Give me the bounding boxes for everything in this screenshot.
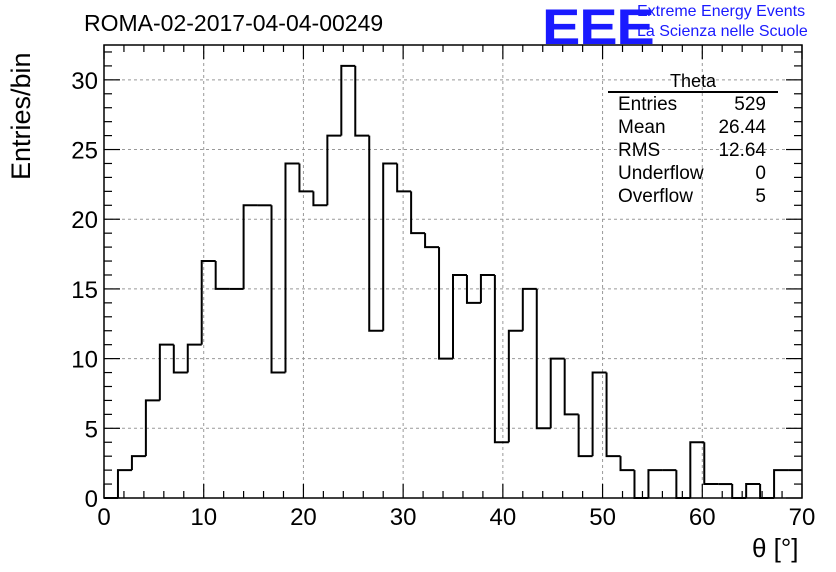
histogram-bin — [773, 469, 789, 498]
logo-caption-line1: Extreme Energy Events — [637, 3, 806, 20]
stats-label: Underflow — [618, 163, 704, 184]
histogram-bin — [591, 371, 607, 457]
histogram-bin — [340, 64, 356, 136]
histogram-bin — [549, 357, 565, 429]
histogram-bin — [172, 344, 188, 374]
histogram-bin — [731, 484, 747, 499]
y-tick-label: 25 — [71, 138, 98, 165]
histogram-bin — [675, 470, 691, 499]
stats-row: RMS 12.64 — [608, 139, 778, 162]
histogram-bin — [410, 191, 426, 235]
stats-value: 0 — [755, 163, 766, 184]
histogram-bars — [104, 64, 802, 499]
histogram-bin — [633, 470, 649, 499]
x-tick-label: 70 — [789, 504, 816, 531]
x-tick-label: 60 — [689, 504, 716, 531]
histogram-bin — [368, 135, 384, 332]
stats-value: 529 — [734, 94, 766, 115]
histogram-bin — [647, 469, 663, 498]
stats-value: 12.64 — [718, 140, 766, 161]
histogram-bin — [577, 414, 593, 458]
stats-label: Overflow — [618, 186, 693, 207]
x-tick-label: 30 — [390, 504, 417, 531]
histogram-bin — [382, 162, 398, 331]
histogram-bin — [186, 343, 202, 373]
page-title: ROMA-02-2017-04-04-00249 — [84, 10, 384, 36]
histogram-bin — [116, 469, 132, 498]
histogram-bin — [745, 483, 761, 498]
histogram-bin — [703, 442, 719, 486]
histogram-bin — [144, 399, 160, 457]
y-tick-label: 0 — [85, 486, 98, 513]
x-tick-label: 40 — [490, 504, 517, 531]
plot-frame — [103, 44, 803, 499]
histogram-bin — [424, 233, 440, 249]
histogram-bin — [158, 343, 174, 401]
histogram-bin — [326, 134, 342, 206]
stats-box: Theta Entries 529 Mean 26.44 RMS 12.64 U… — [608, 71, 778, 208]
histogram-bin — [689, 441, 705, 498]
histogram-bin — [563, 358, 579, 416]
y-tick-label: 20 — [71, 207, 98, 234]
histogram-bin — [354, 65, 370, 137]
histogram-bin — [284, 162, 300, 373]
y-tick-label: 10 — [71, 347, 98, 374]
x-tick-label: 10 — [190, 504, 217, 531]
axis-ticks — [103, 45, 803, 499]
y-tick-label: 5 — [85, 416, 98, 443]
stats-row: Mean 26.44 — [608, 116, 778, 139]
histogram-bin — [507, 329, 523, 443]
histogram-bin — [312, 191, 328, 207]
stats-value: 26.44 — [718, 117, 766, 138]
histogram-bin — [535, 288, 551, 430]
histogram-bin — [605, 372, 621, 458]
x-tick-label: 50 — [589, 504, 616, 531]
histogram-bin — [479, 273, 495, 303]
eee-logo: EEE — [542, 0, 655, 55]
histogram-bin — [130, 455, 146, 471]
stats-row: Entries 529 — [608, 93, 778, 116]
x-axis-label: θ [°] — [752, 533, 799, 563]
y-tick-label: 30 — [71, 68, 98, 95]
histogram-bin — [619, 456, 635, 472]
stats-value: 5 — [755, 186, 766, 207]
histogram-bin — [214, 261, 230, 290]
stats-title: Theta — [608, 71, 778, 93]
y-axis-label: Entries/bin — [6, 52, 36, 180]
histogram-bin — [521, 287, 537, 331]
stats-label: RMS — [618, 140, 661, 161]
histogram-bin — [452, 273, 467, 359]
logo-caption: Extreme Energy Events La Scienza nelle S… — [637, 2, 808, 42]
histogram-bin — [396, 163, 412, 193]
histogram-bin — [200, 260, 216, 345]
histogram-bin — [438, 247, 453, 360]
logo-caption-line2: La Scienza nelle Scuole — [637, 23, 808, 40]
y-tick-label: 15 — [71, 277, 98, 304]
histogram-bin — [298, 163, 314, 193]
stats-row: Underflow 0 — [608, 162, 778, 185]
histogram-bin — [242, 204, 258, 289]
stats-label: Entries — [618, 94, 678, 115]
stats-label: Mean — [618, 117, 666, 138]
histogram-bin — [493, 274, 509, 444]
x-tick-label: 20 — [290, 504, 317, 531]
histogram-bin — [270, 205, 286, 374]
x-tick-label: 0 — [97, 504, 110, 531]
histogram-bin — [465, 274, 481, 304]
stats-row: Overflow 5 — [608, 185, 778, 208]
